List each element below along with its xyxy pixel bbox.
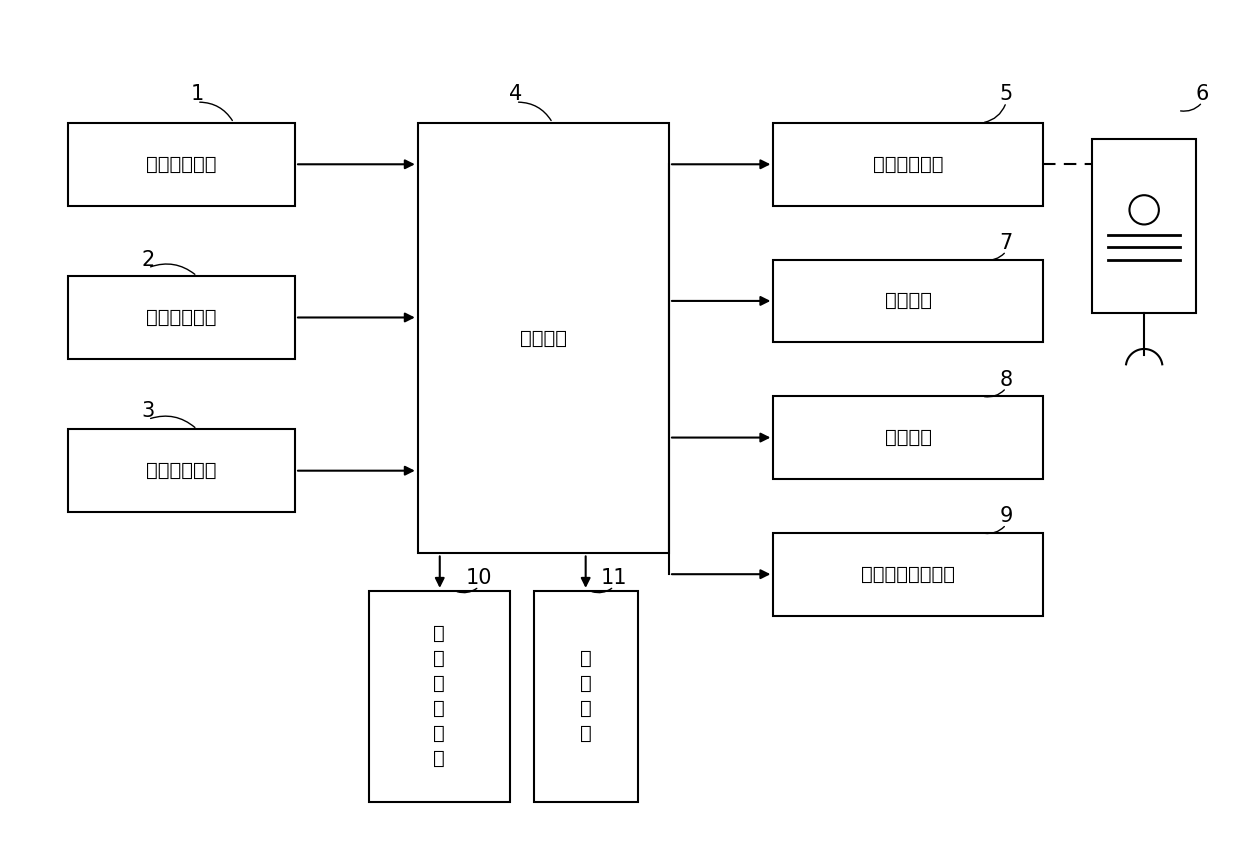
Text: 无线通信模块: 无线通信模块: [873, 155, 944, 173]
Text: 显
示
模
块: 显 示 模 块: [580, 649, 593, 743]
Bar: [68, 429, 295, 512]
Text: 6: 6: [1195, 84, 1209, 104]
Bar: [68, 123, 295, 205]
Bar: [1092, 140, 1197, 313]
Text: 10: 10: [466, 568, 492, 589]
Bar: [534, 591, 639, 802]
Text: 冷却模块: 冷却模块: [884, 291, 931, 311]
Text: 冷却模拟控制模块: 冷却模拟控制模块: [861, 565, 955, 584]
Text: 图像采集模块: 图像采集模块: [146, 155, 217, 173]
Text: 操作控制模块: 操作控制模块: [146, 461, 217, 480]
Text: 喷水模块: 喷水模块: [884, 428, 931, 447]
Text: 温度检测模块: 温度检测模块: [146, 308, 217, 327]
Text: 缺
陷
检
测
模
块: 缺 陷 检 测 模 块: [433, 625, 445, 769]
Text: 5: 5: [999, 84, 1013, 104]
Ellipse shape: [1130, 195, 1159, 225]
Text: 2: 2: [141, 249, 155, 269]
Text: 9: 9: [999, 506, 1013, 526]
Bar: [774, 259, 1043, 343]
Text: 8: 8: [999, 370, 1013, 390]
Bar: [774, 533, 1043, 616]
Text: 7: 7: [999, 233, 1013, 253]
Text: 1: 1: [191, 84, 203, 104]
Bar: [418, 123, 670, 553]
Bar: [368, 591, 510, 802]
Text: 11: 11: [600, 568, 627, 589]
Text: 主控模块: 主控模块: [520, 328, 567, 348]
Bar: [68, 276, 295, 359]
Text: 3: 3: [141, 401, 155, 421]
Bar: [774, 123, 1043, 205]
Text: 4: 4: [510, 84, 522, 104]
Bar: [774, 396, 1043, 479]
